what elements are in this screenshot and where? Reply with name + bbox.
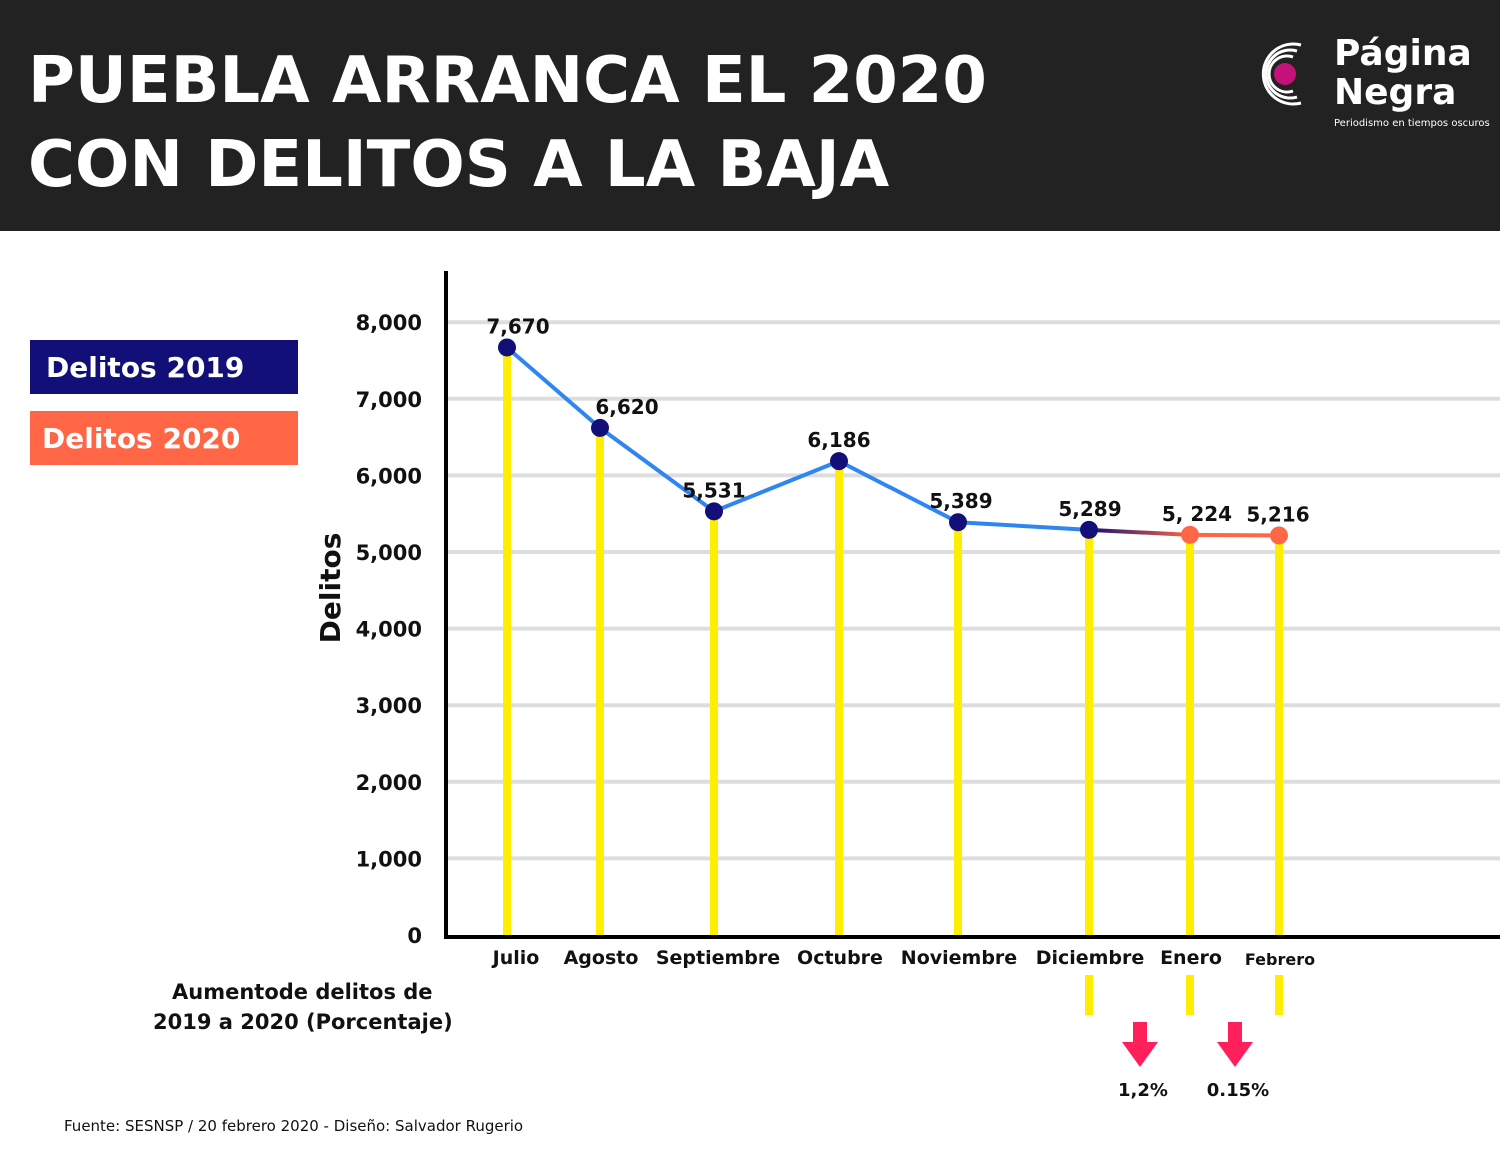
line-segment [957, 520, 1090, 532]
data-point-noviembre [949, 513, 967, 532]
x-tick-label: Septiembre [656, 947, 780, 969]
x-tick-label: Enero [1160, 947, 1222, 969]
data-label: 5,216 [1246, 502, 1309, 526]
data-point-julio [498, 338, 516, 357]
x-tick-label: Febrero [1245, 950, 1315, 969]
y-tick-label: 2,000 [356, 771, 422, 795]
y-tick-label: 1,000 [356, 847, 422, 871]
line-segment [505, 345, 602, 430]
y-tick-label: 7,000 [356, 388, 422, 412]
percent-change-value: 1,2% [1118, 1080, 1168, 1101]
logo-tagline: Periodismo en tiempos oscuros [1334, 118, 1490, 129]
percent-change-title-line-2: 2019 a 2020 (Porcentaje) [153, 1010, 453, 1034]
y-tick-label: 6,000 [356, 464, 422, 488]
line-segment [1189, 532, 1280, 538]
down-arrow-icon [1228, 1022, 1242, 1044]
pagina-negra-logo-icon [1261, 42, 1302, 106]
x-tick-label: Julio [491, 947, 540, 969]
data-label: 5,389 [929, 489, 992, 513]
source-credit: Fuente: SESNSP / 20 febrero 2020 - Diseñ… [64, 1117, 524, 1135]
x-tick-label: Diciembre [1036, 947, 1145, 969]
logo-word-negra: Negra [1334, 72, 1457, 113]
down-arrow-icon [1217, 1042, 1253, 1067]
data-point-octubre [830, 452, 848, 471]
data-label: 5,531 [682, 478, 745, 502]
line-segment [1088, 527, 1191, 537]
x-tick-label: Octubre [797, 947, 883, 969]
data-label: 5, 224 [1162, 502, 1232, 526]
y-tick-label: 3,000 [356, 694, 422, 718]
legend-delitos-2019: Delitos 2019 [30, 340, 298, 394]
data-point-septiembre [705, 502, 723, 521]
y-tick-label: 8,000 [356, 311, 422, 335]
line-segment [713, 459, 840, 514]
title-line-2: CON DELITOS A LA BAJA [28, 128, 890, 202]
percent-change-title-line-1: Aumentode delitos de [172, 980, 433, 1004]
x-tick-label: Noviembre [901, 947, 1017, 969]
data-label: 5,289 [1058, 497, 1121, 521]
data-label: 6,186 [807, 428, 870, 452]
legend-delitos-2020: Delitos 2020 [30, 411, 298, 465]
data-point-febrero [1270, 526, 1288, 545]
down-arrow-icon [1122, 1042, 1158, 1067]
data-label: 7,670 [486, 314, 549, 338]
line-segment [598, 426, 716, 513]
logo-word-pagina: Página [1334, 33, 1472, 74]
y-tick-label: 0 [407, 924, 422, 948]
down-arrow-icon [1133, 1022, 1147, 1044]
data-point-agosto [591, 418, 609, 437]
title-line-1: PUEBLA ARRANCA EL 2020 [28, 44, 987, 118]
header-bar: PUEBLA ARRANCA EL 2020 CON DELITOS A LA … [0, 0, 1500, 231]
y-axis-title: Delitos [314, 533, 347, 644]
data-label: 6,620 [595, 395, 658, 419]
y-tick-label: 5,000 [356, 541, 422, 565]
line-segment [838, 459, 959, 524]
y-tick-label: 4,000 [356, 618, 422, 642]
data-point-diciembre [1080, 520, 1098, 539]
x-tick-label: Agosto [564, 947, 639, 969]
percent-change-value: 0.15% [1207, 1080, 1269, 1101]
line-chart: 0 1,000 2,000 3,000 4,000 5,000 6,000 7,000 8,00… [314, 271, 1500, 1101]
data-point-enero [1181, 525, 1199, 544]
